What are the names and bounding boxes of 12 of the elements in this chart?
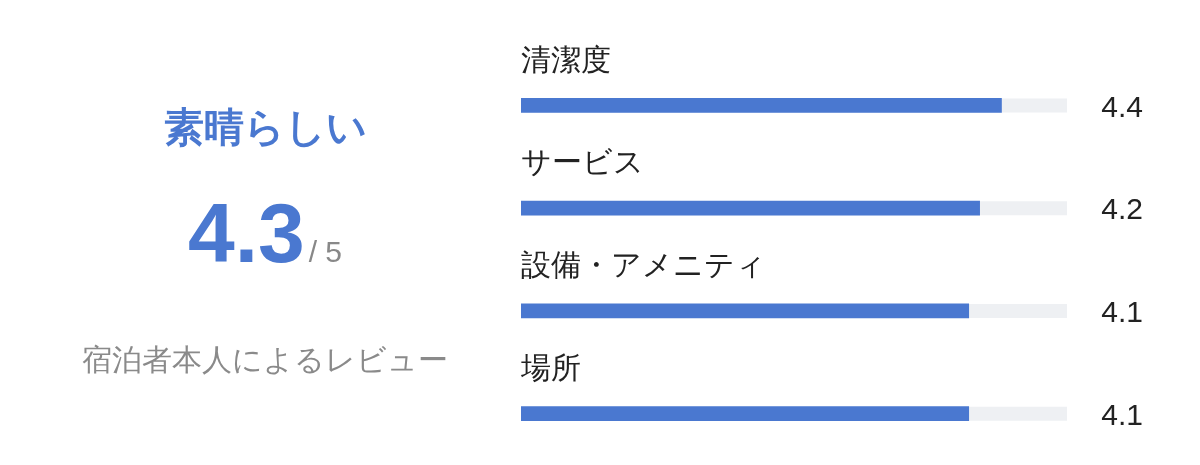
y-tick-label: サービス	[521, 145, 644, 179]
data-label: 4.1	[1101, 295, 1143, 329]
data-label: 4.4	[1101, 89, 1143, 123]
y-tick-label: 設備・アメニティ	[521, 248, 766, 282]
data-label: 4.1	[1101, 397, 1143, 431]
text: 素晴らしい	[163, 105, 367, 149]
text: 4.3	[187, 186, 305, 280]
y-tick-label: 場所	[520, 350, 581, 384]
data-label: 4.2	[1101, 192, 1143, 226]
text: 宿泊者本人によるレビュー	[82, 343, 448, 376]
y-tick-label: 清潔度	[521, 42, 611, 76]
text: / 5	[308, 235, 343, 268]
